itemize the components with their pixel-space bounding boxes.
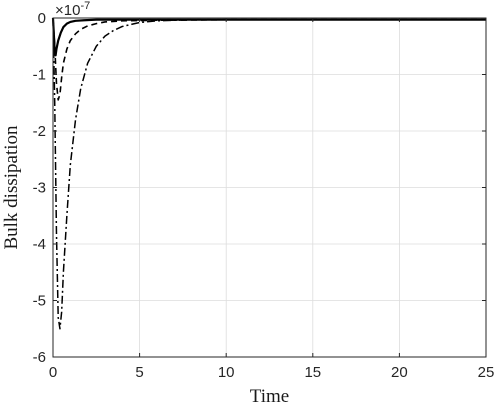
x-tick-label: 25 [478,364,495,381]
y-tick-label: -4 [33,236,46,253]
y-tick-label: -3 [33,180,46,197]
y-exponent-power: -7 [80,0,90,12]
series-layer [51,17,486,330]
y-exponent-label: ×10-7 [55,0,90,19]
x-tick-label: 5 [135,364,143,381]
y-tick-label: -5 [33,293,46,310]
x-tick-label: 20 [391,364,408,381]
grid [52,17,487,358]
x-tick-label: 15 [304,364,321,381]
y-exponent-base: ×10 [55,2,80,19]
series-line-dashed [52,17,486,101]
y-axis-label: Bulk dissipation [1,125,22,250]
x-tick-label: 10 [218,364,235,381]
x-tick-label: 0 [49,364,57,381]
series-line-dashdot [52,17,486,330]
ticks: 0 5 10 15 20 25 0 -1 -2 -3 -4 -5 -6 [33,10,495,381]
y-tick-label: -6 [33,349,46,366]
y-tick-label: -2 [33,123,46,140]
x-axis-label: Time [250,386,289,407]
y-tick-label: -1 [33,67,46,84]
series-line-solid [51,17,486,57]
y-tick-label: 0 [38,10,46,27]
